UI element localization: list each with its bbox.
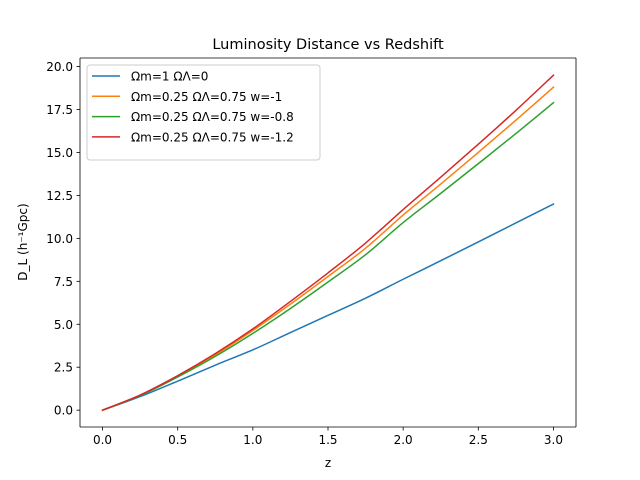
legend-box	[86, 64, 321, 161]
legend-label-2: Ωm=0.25 ΩΛ=0.75 w=-1	[131, 90, 282, 104]
legend-label-4: Ωm=0.25 ΩΛ=0.75 w=-1.2	[131, 130, 294, 144]
x-tick-label: 2.0	[394, 433, 413, 447]
y-tick-label: 0.0	[54, 404, 73, 418]
x-axis-label: z	[325, 456, 331, 470]
chart-title: Luminosity Distance vs Redshift	[212, 37, 444, 53]
x-tick-label: 2.5	[469, 433, 488, 447]
y-tick-label: 2.5	[54, 361, 73, 375]
legend: Ωm=1 ΩΛ=0 Ωm=0.25 ΩΛ=0.75 w=-1 Ωm=0.25 ΩΛ=…	[86, 64, 321, 161]
y-tick-label: 15.0	[46, 146, 73, 160]
series-line-1	[101, 203, 555, 412]
y-tick-label: 12.5	[46, 189, 73, 203]
y-tick-label: 7.5	[54, 275, 73, 289]
x-tick-label: 1.5	[318, 433, 337, 447]
y-tick-label: 10.0	[46, 232, 73, 246]
y-axis: 0.0 2.5 5.0 7.5 10.0 12.5 15.0 17.5 20.0	[46, 60, 80, 418]
x-axis: 0.0 0.5 1.0 1.5 2.0 2.5 3.0	[93, 427, 563, 447]
y-axis-label: D_L (h⁻¹Gpc)	[16, 203, 30, 280]
y-tick-label: 5.0	[54, 318, 73, 332]
x-tick-label: 0.0	[93, 433, 112, 447]
x-tick-label: 1.0	[243, 433, 262, 447]
series-lines	[101, 74, 555, 412]
x-tick-label: 3.0	[544, 433, 563, 447]
legend-label-1: Ωm=1 ΩΛ=0	[131, 70, 208, 84]
y-tick-label: 17.5	[46, 103, 73, 117]
series-line-4	[101, 74, 555, 412]
series-line-3	[101, 101, 555, 412]
x-tick-label: 0.5	[168, 433, 187, 447]
y-tick-label: 20.0	[46, 60, 73, 74]
legend-label-3: Ωm=0.25 ΩΛ=0.75 w=-0.8	[131, 110, 294, 124]
plot-frame	[79, 57, 577, 428]
